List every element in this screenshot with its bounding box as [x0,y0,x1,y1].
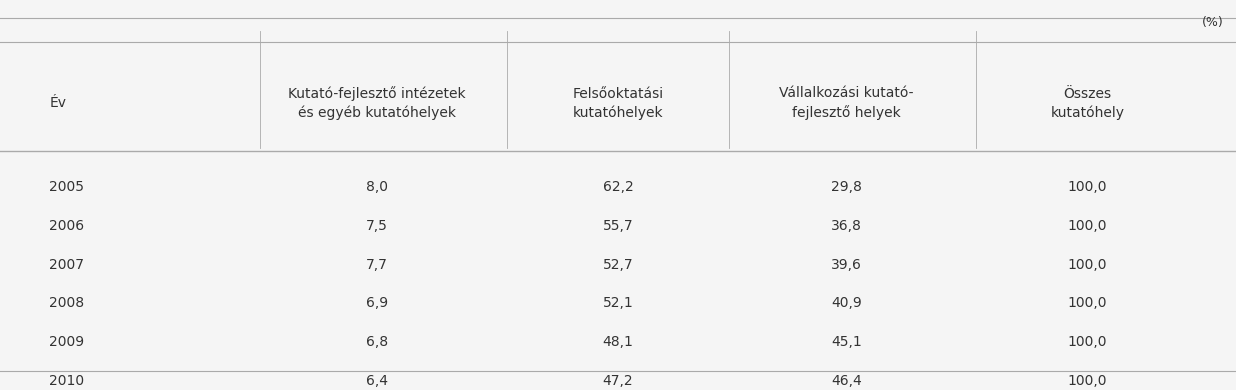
Text: 2008: 2008 [49,296,84,310]
Text: 52,1: 52,1 [603,296,633,310]
Text: 100,0: 100,0 [1068,374,1107,388]
Text: 55,7: 55,7 [603,219,633,232]
Text: 46,4: 46,4 [832,374,861,388]
Text: 2005: 2005 [49,180,84,194]
Text: 2007: 2007 [49,257,84,271]
Text: Felsőoktatási
kutatóhelyek: Felsőoktatási kutatóhelyek [572,87,664,120]
Text: 2009: 2009 [49,335,84,349]
Text: Vállalkozási kutató-
fejlesztő helyek: Vállalkozási kutató- fejlesztő helyek [780,86,913,120]
Text: Év: Év [49,96,67,110]
Text: 7,5: 7,5 [366,219,388,232]
Text: 100,0: 100,0 [1068,180,1107,194]
Text: 45,1: 45,1 [832,335,861,349]
Text: 29,8: 29,8 [832,180,861,194]
Text: 100,0: 100,0 [1068,296,1107,310]
Text: 6,8: 6,8 [366,335,388,349]
Text: 100,0: 100,0 [1068,335,1107,349]
Text: 100,0: 100,0 [1068,257,1107,271]
Text: 48,1: 48,1 [603,335,633,349]
Text: 52,7: 52,7 [603,257,633,271]
Text: 40,9: 40,9 [832,296,861,310]
Text: Kutató-fejlesztő intézetek
és egyéb kutatóhelyek: Kutató-fejlesztő intézetek és egyéb kuta… [288,86,466,120]
Text: 2006: 2006 [49,219,84,232]
Text: Összes
kutatóhely: Összes kutatóhely [1051,87,1125,120]
Text: 2010: 2010 [49,374,84,388]
Text: (%): (%) [1201,16,1224,28]
Text: 39,6: 39,6 [832,257,861,271]
Text: 6,4: 6,4 [366,374,388,388]
Text: 7,7: 7,7 [366,257,388,271]
Text: 47,2: 47,2 [603,374,633,388]
Text: 62,2: 62,2 [603,180,633,194]
Text: 8,0: 8,0 [366,180,388,194]
Text: 6,9: 6,9 [366,296,388,310]
Text: 36,8: 36,8 [832,219,861,232]
Text: 100,0: 100,0 [1068,219,1107,232]
